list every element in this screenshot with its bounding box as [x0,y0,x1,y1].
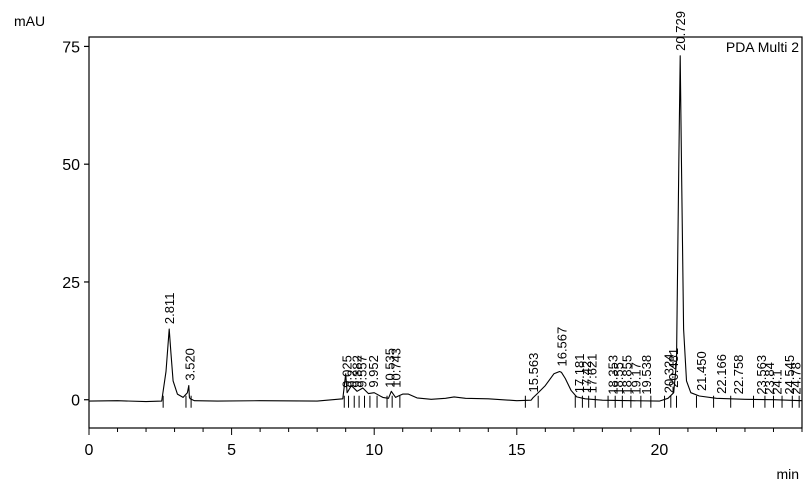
chromatogram-trace [88,55,803,403]
peak-label: 2.811 [162,293,177,325]
y-tick-label: 50 [62,157,80,174]
plot-frame [88,36,803,429]
peak-label: 19.538 [639,355,654,395]
peak-label: 23.84 [762,362,777,395]
peak-label: 24.545 [782,355,797,395]
peak-label: 18.855 [620,355,635,395]
peak-label: 24.78 [789,362,804,395]
peak-label: 17.621 [585,354,600,394]
peak-label: 17.42 [579,361,594,394]
peak-label: 3.520 [182,348,197,381]
peak-label: 21.450 [694,351,709,391]
y-axis-unit-label: mAU [14,13,45,29]
peak-label: 9.557 [355,355,370,388]
peak-label: 22.166 [714,354,729,394]
peak-label: 9.025 [339,355,354,388]
x-tick-label: 5 [227,442,236,459]
x-tick-label: 15 [508,442,526,459]
peak-label: 17.181 [572,354,587,394]
x-tick-label: 0 [85,442,94,459]
y-tick-label: 25 [62,275,80,292]
peak-label: 9.952 [366,355,381,388]
integration-marks [162,395,800,408]
x-tick-label: 20 [651,442,669,459]
peak-label: 22.758 [731,355,746,395]
x-axis: 0 5 10 15 20 [85,428,803,459]
peak-label: 9.2 [344,370,359,388]
peak-label: 20.324 [662,353,677,393]
peak-label: 19.17 [629,362,644,395]
peak-label: 23.563 [754,355,769,395]
peak-label: 20.481 [666,348,681,388]
peak-label: 24.1 [769,369,784,394]
peak-label: 18.55 [611,362,626,395]
peak-label: 10.743 [388,348,403,388]
peak-label: 16.567 [554,327,569,367]
peak-label: 15.563 [526,353,541,393]
x-tick-label: 10 [365,442,383,459]
peak-label: 10.535 [382,348,397,388]
y-axis: 0 25 50 75 [62,39,89,410]
channel-label: PDA Multi 2 [726,39,799,55]
y-tick-label: 0 [71,393,80,410]
peak-label: 20.729 [673,11,688,51]
y-tick-label: 75 [62,39,80,56]
x-axis-unit-label: min [776,466,799,482]
peak-label: 18.353 [605,355,620,395]
peak-label: 9.382 [350,355,365,388]
